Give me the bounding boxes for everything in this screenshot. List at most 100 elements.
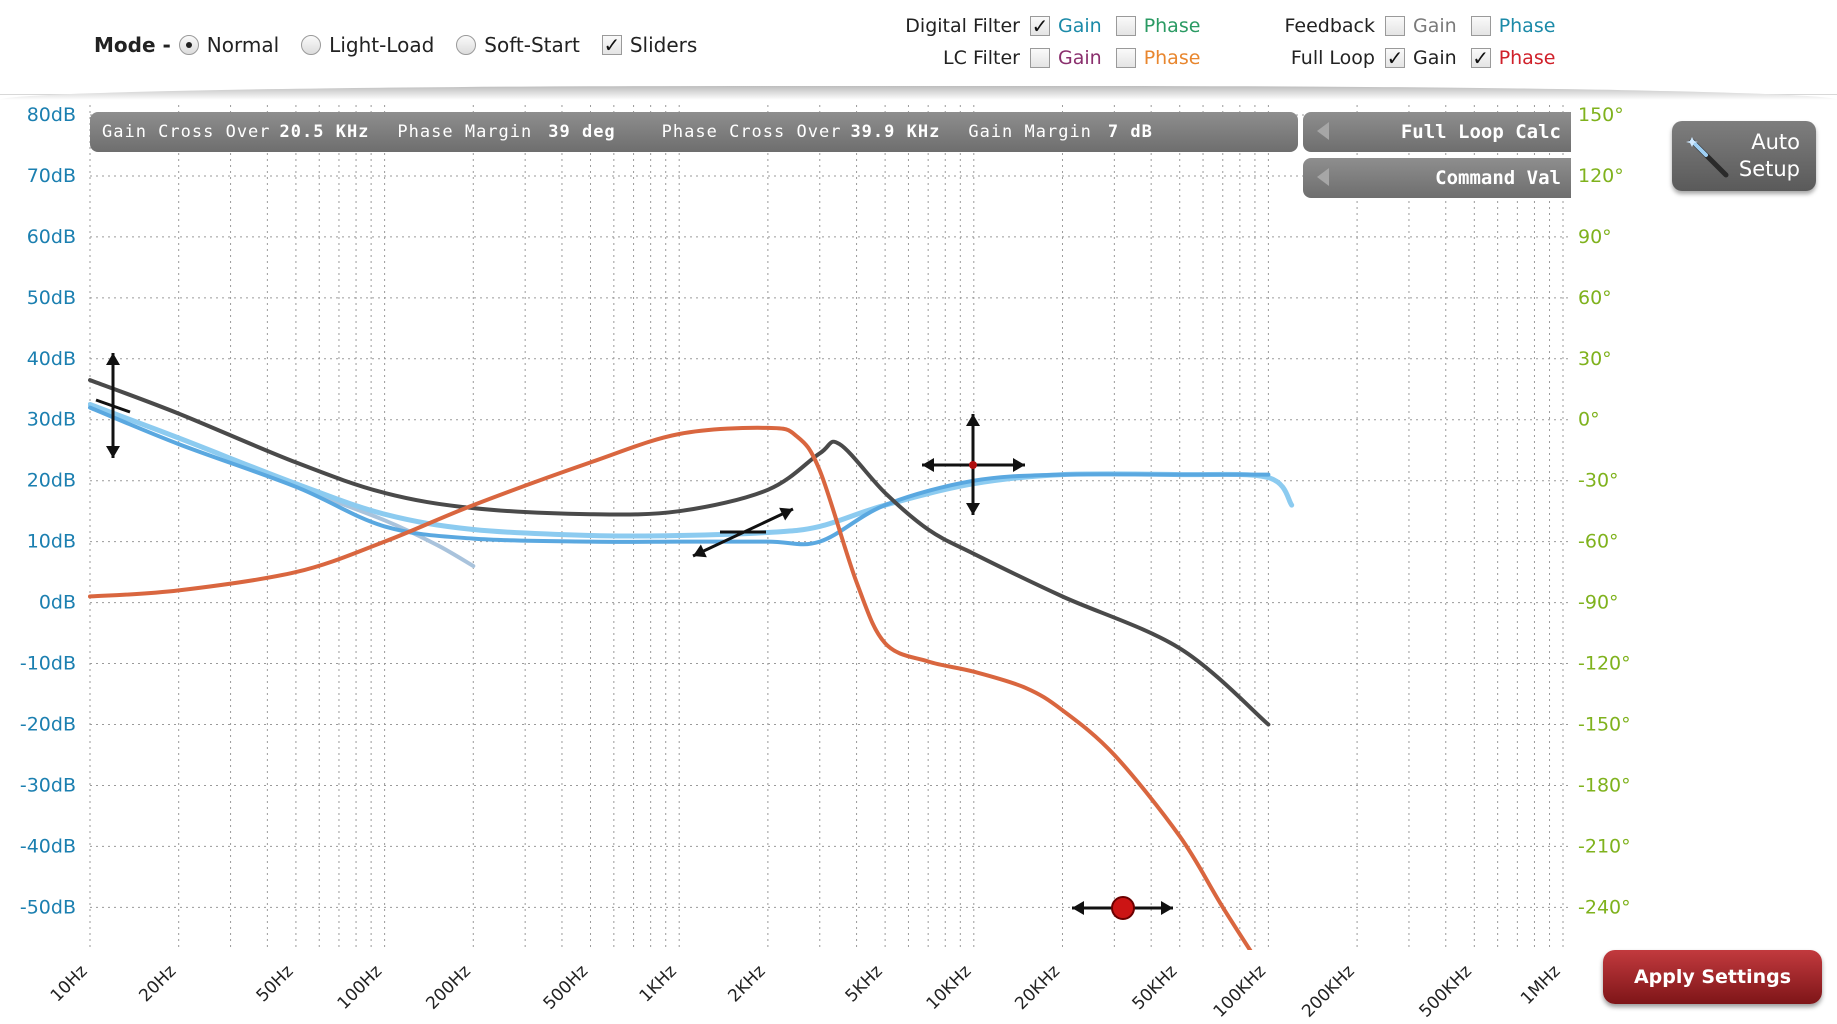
checkbox-label: Gain xyxy=(1058,47,1102,69)
magic-wand-icon xyxy=(1686,137,1729,178)
full-loop-calc-button[interactable]: Full Loop Calc xyxy=(1303,112,1571,152)
arrowhead-icon xyxy=(1072,901,1084,915)
y-axis-phase-tick-label: 90° xyxy=(1578,226,1612,248)
command-val-button[interactable]: Command Val xyxy=(1303,158,1571,198)
phase-crossover-value: 39.9 KHz xyxy=(850,122,941,142)
checkbox-label: Phase xyxy=(1498,47,1556,69)
y-axis-gain-tick-label: -50dB xyxy=(20,896,76,918)
phase-crossover-label: Phase Cross Over xyxy=(661,122,842,142)
x-axis-tick-label: 20KHz xyxy=(1011,961,1064,1014)
y-axis-gain-tick-label: 60dB xyxy=(27,226,76,248)
full-loop-gain-checkbox[interactable]: ✓ Gain xyxy=(1385,47,1457,69)
feedback-row: Feedback Gain Phase xyxy=(1225,10,1569,42)
checkbox-icon[interactable] xyxy=(1470,16,1491,36)
lc-filter-label: LC Filter xyxy=(943,47,1020,69)
checkbox-icon[interactable]: ✓ xyxy=(1470,46,1491,70)
x-axis-tick-label: 20Hz xyxy=(135,961,180,1006)
axis-labels: 80dB 70dB 60dB 50dB 40dB 30dB 20dB 10dB 0dB -10dB… xyxy=(20,104,1631,1022)
y-axis-gain-tick-label: 50dB xyxy=(27,287,76,309)
x-axis-tick-label: 2KHz xyxy=(724,961,769,1006)
y-axis-phase-tick-label: 60° xyxy=(1578,287,1612,309)
x-axis-tick-label: 200KHz xyxy=(1298,961,1358,1021)
checkbox-icon[interactable]: ✓ xyxy=(601,33,622,57)
x-axis-tick-label: 500Hz xyxy=(540,961,592,1013)
arrowhead-icon xyxy=(106,353,120,365)
checkbox-icon[interactable]: ✓ xyxy=(1030,14,1050,38)
y-axis-phase-tick-label: -210° xyxy=(1578,835,1631,857)
lc-filter-phase-checkbox[interactable]: Phase xyxy=(1115,47,1200,69)
radio-button-icon[interactable] xyxy=(301,35,322,55)
mode-radio-light-load[interactable]: Light-Load xyxy=(301,33,434,57)
checkbox-icon[interactable] xyxy=(1115,16,1136,36)
arrowhead-icon xyxy=(1161,901,1173,915)
series-line xyxy=(88,378,1271,727)
digital-filter-phase-checkbox[interactable]: Phase xyxy=(1115,15,1201,37)
y-axis-gain-tick-label: 0dB xyxy=(39,592,76,614)
lc-filter-row: LC Filter Gain Phase xyxy=(880,42,1214,74)
loop-metrics-bar: Gain Cross Over 20.5 KHz Phase Margin 39… xyxy=(90,112,1298,152)
auto-setup-line-1: Auto xyxy=(1751,130,1800,154)
y-axis-phase-tick-label: 120° xyxy=(1578,165,1624,187)
apply-settings-button[interactable]: Apply Settings xyxy=(1603,950,1822,1004)
radio-button-icon[interactable] xyxy=(456,35,477,55)
x-axis-tick-label: 1KHz xyxy=(636,961,681,1006)
full-loop-row: Full Loop ✓ Gain ✓ Phase xyxy=(1225,42,1569,74)
checkbox-icon[interactable] xyxy=(1115,48,1136,68)
radio-button-icon[interactable] xyxy=(178,35,199,55)
full-loop-label: Full Loop xyxy=(1290,47,1375,69)
digital-filter-gain-checkbox[interactable]: ✓ Gain xyxy=(1030,15,1102,37)
mode-option-label: Normal xyxy=(206,33,280,57)
feedback-gain-checkbox[interactable]: Gain xyxy=(1385,15,1457,37)
phase-margin-label: Phase Margin xyxy=(397,122,533,142)
arrowhead-icon xyxy=(693,544,707,558)
sliders-label: Sliders xyxy=(629,33,698,57)
gain-crossover-value: 20.5 KHz xyxy=(279,122,370,142)
command-val-label: Command Val xyxy=(1435,167,1561,189)
checkbox-label: Phase xyxy=(1143,15,1201,37)
arrowhead-icon xyxy=(1013,458,1025,472)
filter-toggles-right: Feedback Gain Phase Full Loop ✓ Gain ✓ P… xyxy=(1225,10,1569,74)
collapse-arrow-icon xyxy=(1317,122,1329,140)
checkbox-label: Gain xyxy=(1413,15,1457,37)
series-line xyxy=(88,402,1295,539)
arrowhead-icon xyxy=(106,446,120,458)
x-axis-tick-label: 100KHz xyxy=(1210,961,1270,1021)
x-axis-tick-label: 5KHz xyxy=(842,961,887,1006)
y-axis-phase-tick-label: -90° xyxy=(1578,592,1619,614)
mode-option-label: Soft-Start xyxy=(484,33,580,57)
auto-setup-text: Auto Setup xyxy=(1739,129,1800,183)
y-axis-gain-tick-label: 40dB xyxy=(27,348,76,370)
y-axis-gain-tick-label: 10dB xyxy=(27,531,76,553)
checkbox-icon[interactable] xyxy=(1030,48,1050,68)
feedback-phase-checkbox[interactable]: Phase xyxy=(1470,15,1555,37)
series-line xyxy=(88,425,1253,950)
gain-crossover-label: Gain Cross Over xyxy=(102,122,271,142)
full-loop-phase-checkbox[interactable]: ✓ Phase xyxy=(1470,46,1556,70)
y-axis-phase-tick-label: -240° xyxy=(1578,896,1631,918)
phase-margin-value: 39 deg xyxy=(548,122,616,142)
lc-filter-gain-checkbox[interactable]: Gain xyxy=(1030,47,1102,69)
filter-toggles-left: Digital Filter ✓ Gain Phase LC Filter Ga… xyxy=(880,10,1214,74)
chart-grid xyxy=(89,105,1570,950)
arrowhead-icon xyxy=(779,507,793,521)
y-axis-phase-tick-label: -60° xyxy=(1578,531,1619,553)
y-axis-phase-tick-label: -180° xyxy=(1578,774,1631,796)
y-axis-gain-tick-label: 30dB xyxy=(27,409,76,431)
y-axis-phase-tick-label: -120° xyxy=(1578,653,1631,675)
mode-radio-normal[interactable]: Normal xyxy=(178,33,280,57)
y-axis-phase-tick-label: -30° xyxy=(1578,470,1619,492)
slider-handles xyxy=(95,353,1173,920)
series-line xyxy=(88,405,1271,547)
checkbox-icon[interactable] xyxy=(1385,16,1405,36)
y-axis-gain-tick-label: 70dB xyxy=(27,165,76,187)
y-axis-gain-tick-label: 20dB xyxy=(27,470,76,492)
sliders-checkbox[interactable]: ✓ Sliders xyxy=(601,33,698,57)
digital-filter-label: Digital Filter xyxy=(905,15,1020,37)
x-axis-tick-label: 50Hz xyxy=(253,961,298,1006)
checkbox-icon[interactable]: ✓ xyxy=(1385,46,1405,70)
auto-setup-button[interactable]: Auto Setup xyxy=(1672,121,1816,191)
chart-series xyxy=(88,378,1295,950)
y-axis-phase-tick-label: 150° xyxy=(1578,104,1624,126)
checkbox-label: Gain xyxy=(1058,15,1102,37)
mode-radio-soft-start[interactable]: Soft-Start xyxy=(456,33,580,57)
